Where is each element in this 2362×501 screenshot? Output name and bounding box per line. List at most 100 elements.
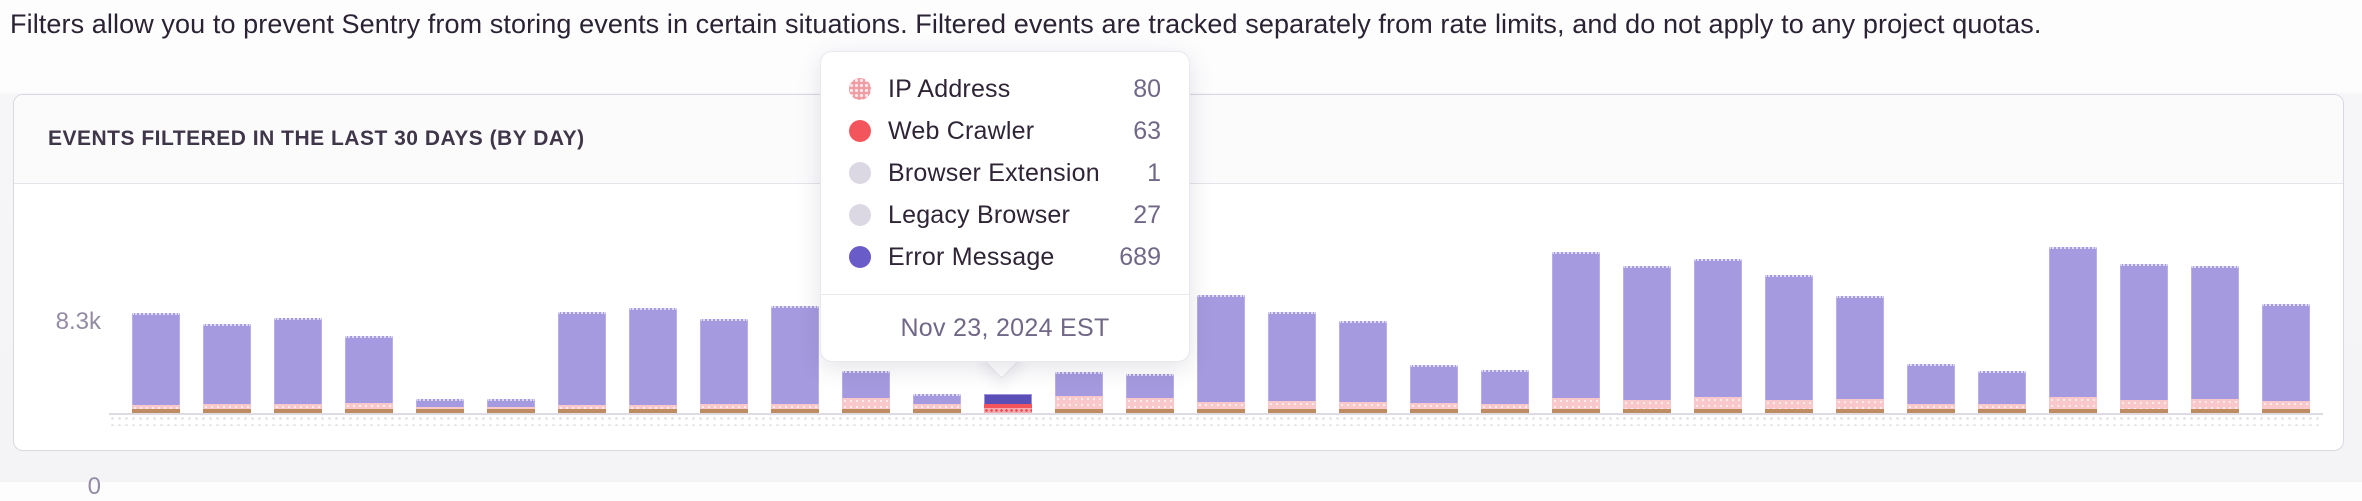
segment-error-message bbox=[1552, 252, 1600, 398]
segment-ip-address bbox=[1694, 397, 1742, 409]
segment-ip-address bbox=[1623, 400, 1671, 409]
bar-day-15[interactable] bbox=[1126, 374, 1174, 413]
segment-ip-address bbox=[1055, 396, 1103, 409]
tooltip-divider bbox=[821, 294, 1189, 295]
bar-day-19[interactable] bbox=[1410, 365, 1458, 413]
segment-ip-address bbox=[1978, 404, 2026, 409]
segment-web-crawler bbox=[1055, 409, 1103, 413]
segment-web-crawler bbox=[2262, 409, 2310, 413]
bar-day-13-hovered[interactable] bbox=[984, 394, 1032, 413]
segment-ip-address bbox=[1481, 404, 1529, 409]
filters-description-text: Filters allow you to prevent Sentry from… bbox=[10, 9, 2042, 39]
bar-day-22[interactable] bbox=[1623, 266, 1671, 413]
segment-error-message bbox=[487, 399, 535, 407]
bar-day-12[interactable] bbox=[913, 394, 961, 413]
bar-day-20[interactable] bbox=[1481, 370, 1529, 413]
segment-error-message bbox=[2120, 264, 2168, 400]
bar-day-4[interactable] bbox=[345, 336, 393, 413]
segment-ip-address bbox=[1410, 403, 1458, 409]
segment-ip-address bbox=[629, 405, 677, 409]
segment-error-message bbox=[132, 313, 180, 405]
panel-title: EVENTS FILTERED IN THE LAST 30 DAYS (BY … bbox=[48, 127, 585, 150]
bar-day-8[interactable] bbox=[629, 308, 677, 413]
bar-day-16[interactable] bbox=[1197, 295, 1245, 413]
bar-day-3[interactable] bbox=[274, 318, 322, 413]
bar-day-28[interactable] bbox=[2049, 247, 2097, 413]
segment-web-crawler bbox=[416, 409, 464, 413]
segment-ip-address bbox=[984, 404, 1032, 408]
segment-error-message bbox=[913, 394, 961, 404]
segment-ip-address bbox=[771, 404, 819, 409]
y-axis-tick-zero: 0 bbox=[87, 473, 101, 500]
segment-error-message bbox=[1694, 259, 1742, 397]
segment-ip-address bbox=[1197, 402, 1245, 409]
segment-web-crawler bbox=[203, 409, 251, 413]
segment-ip-address bbox=[1552, 398, 1600, 409]
bar-day-21[interactable] bbox=[1552, 252, 1600, 413]
bar-day-17[interactable] bbox=[1268, 312, 1316, 413]
segment-error-message bbox=[1481, 370, 1529, 404]
bar-day-9[interactable] bbox=[700, 319, 748, 413]
segment-web-crawler bbox=[1765, 409, 1813, 413]
segment-web-crawler bbox=[1481, 409, 1529, 413]
segment-error-message bbox=[1765, 275, 1813, 400]
segment-web-crawler bbox=[1836, 409, 1884, 413]
segment-ip-address bbox=[2262, 401, 2310, 409]
segment-web-crawler bbox=[558, 409, 606, 413]
segment-ip-address bbox=[558, 405, 606, 409]
bar-day-14[interactable] bbox=[1055, 372, 1103, 413]
tooltip-row-0: IP Address 80 bbox=[849, 68, 1161, 110]
segment-web-crawler bbox=[700, 409, 748, 413]
series-color-dot bbox=[849, 120, 871, 142]
segment-error-message bbox=[345, 336, 393, 403]
segment-web-crawler bbox=[2191, 409, 2239, 413]
bar-day-10[interactable] bbox=[771, 306, 819, 413]
tooltip-series-rows: IP Address 80 Web Crawler 63 Browser Extensi… bbox=[821, 52, 1189, 278]
bar-day-24[interactable] bbox=[1765, 275, 1813, 413]
bar-day-2[interactable] bbox=[203, 324, 251, 413]
segment-ip-address bbox=[132, 405, 180, 409]
tooltip-date: Nov 23, 2024 EST bbox=[900, 314, 1110, 342]
segment-web-crawler bbox=[487, 409, 535, 413]
y-axis-tick-max: 8.3k bbox=[55, 308, 101, 335]
segment-web-crawler bbox=[1694, 409, 1742, 413]
series-label: Browser Extension bbox=[888, 158, 1100, 187]
bar-day-1[interactable] bbox=[132, 313, 180, 413]
segment-ip-address bbox=[2191, 399, 2239, 409]
bar-day-25[interactable] bbox=[1836, 296, 1884, 413]
segment-web-crawler bbox=[629, 409, 677, 413]
segment-error-message bbox=[984, 394, 1032, 404]
segment-error-message bbox=[2191, 266, 2239, 399]
segment-error-message bbox=[1410, 365, 1458, 403]
tooltip-row-3: Legacy Browser 27 bbox=[849, 194, 1161, 236]
x-axis-dotted-decal bbox=[109, 415, 2323, 426]
bar-day-29[interactable] bbox=[2120, 264, 2168, 413]
bar-day-11[interactable] bbox=[842, 371, 890, 413]
bar-day-5[interactable] bbox=[416, 399, 464, 413]
bar-day-26[interactable] bbox=[1907, 364, 1955, 413]
bar-day-31[interactable] bbox=[2262, 304, 2310, 413]
segment-error-message bbox=[1978, 371, 2026, 404]
bar-day-6[interactable] bbox=[487, 399, 535, 413]
segment-web-crawler bbox=[1339, 409, 1387, 413]
segment-web-crawler bbox=[1126, 409, 1174, 413]
bar-day-23[interactable] bbox=[1694, 259, 1742, 413]
bar-day-18[interactable] bbox=[1339, 321, 1387, 413]
segment-web-crawler bbox=[1623, 409, 1671, 413]
bar-day-30[interactable] bbox=[2191, 266, 2239, 413]
segment-ip-address bbox=[700, 404, 748, 409]
series-label: Legacy Browser bbox=[888, 200, 1071, 229]
tooltip-row-2: Browser Extension 1 bbox=[849, 152, 1161, 194]
bar-day-7[interactable] bbox=[558, 312, 606, 413]
segment-web-crawler bbox=[984, 408, 1032, 413]
tooltip-row-1: Web Crawler 63 bbox=[849, 110, 1161, 152]
filtered-events-bar-chart[interactable]: 8.3k 0 bbox=[14, 184, 2343, 500]
bar-day-27[interactable] bbox=[1978, 371, 2026, 413]
series-value: 27 bbox=[1133, 200, 1161, 229]
segment-error-message bbox=[1268, 312, 1316, 401]
segment-web-crawler bbox=[2120, 409, 2168, 413]
segment-web-crawler bbox=[1268, 409, 1316, 413]
series-color-dot bbox=[849, 246, 871, 268]
segment-ip-address bbox=[2120, 400, 2168, 409]
series-value: 63 bbox=[1133, 116, 1161, 145]
